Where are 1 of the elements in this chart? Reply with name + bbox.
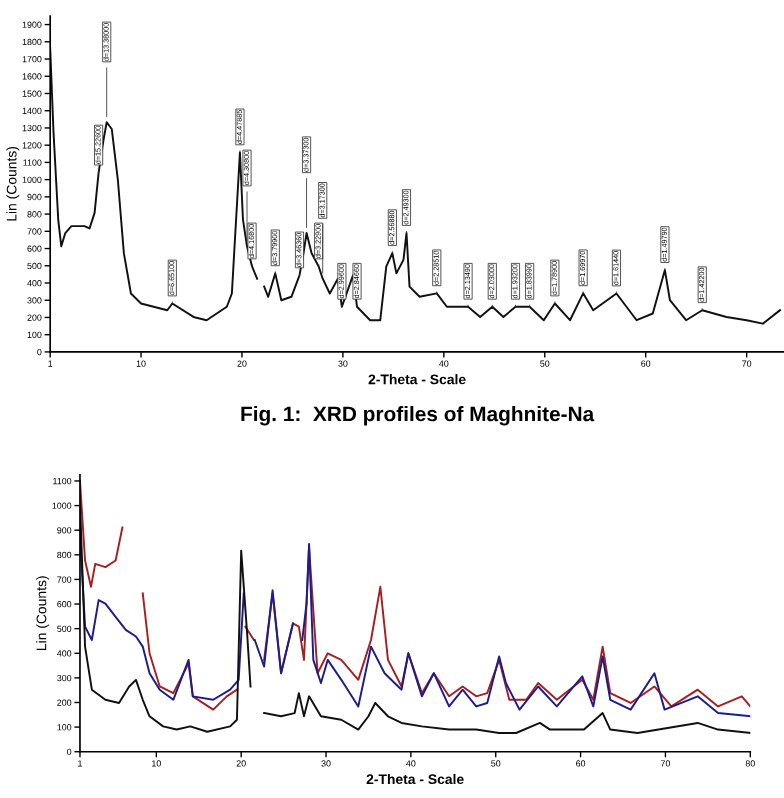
caption: Fig. 1: XRD profiles of Maghnite-Na <box>241 405 595 426</box>
